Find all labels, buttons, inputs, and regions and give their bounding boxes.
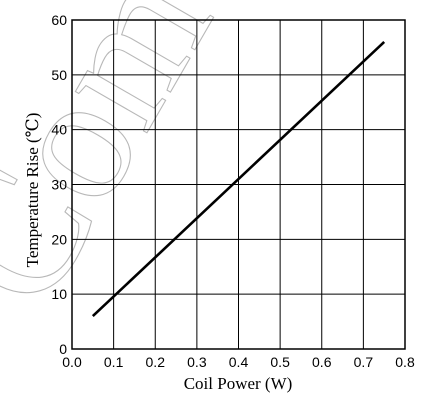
x-tick-label: 0.4 xyxy=(229,354,249,370)
x-tick-label: 0.5 xyxy=(270,354,290,370)
y-tick-label: 50 xyxy=(51,67,67,83)
y-axis-title: Temperature Rise (℃) xyxy=(23,113,42,268)
series-layer xyxy=(91,40,386,318)
x-tick-label: 0.2 xyxy=(146,354,166,370)
plot-border xyxy=(71,19,406,350)
x-tick-label: 0.3 xyxy=(187,354,207,370)
x-tick-label: 0.7 xyxy=(354,354,374,370)
series-line xyxy=(91,40,386,318)
plot-frame xyxy=(71,19,406,350)
y-tick-label: 0 xyxy=(59,341,67,357)
y-tick-label: 10 xyxy=(51,286,67,302)
y-tick-label: 30 xyxy=(51,177,67,193)
y-tick-label: 40 xyxy=(51,122,67,138)
x-tick-label: 0.0 xyxy=(62,354,82,370)
x-tick-label: 0.6 xyxy=(312,354,332,370)
y-tick-label: 20 xyxy=(51,231,67,247)
x-tick-label: 0.8 xyxy=(395,354,415,370)
y-tick-label: 60 xyxy=(51,12,67,28)
x-axis-title: Coil Power (W) xyxy=(184,374,293,393)
tick-labels: 0.0 0.1 0.2 0.3 0.4 0.5 0.6 0.7 0.8 0 10 20 30 40 50 60 xyxy=(51,12,415,370)
x-tick-label: 0.1 xyxy=(104,354,124,370)
